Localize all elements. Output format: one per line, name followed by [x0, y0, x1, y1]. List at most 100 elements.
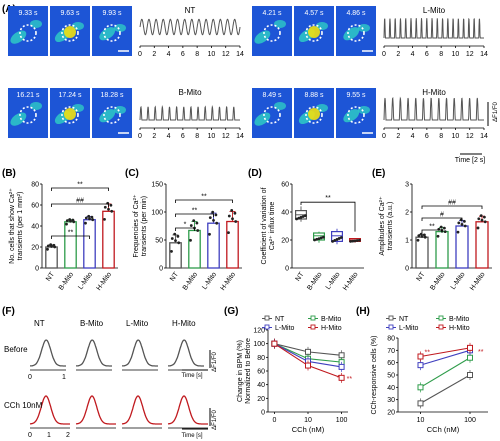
calcium-trace-h-mito — [383, 96, 484, 121]
chart-g-annotation: ** — [347, 376, 353, 383]
roi-circle — [263, 24, 281, 42]
roi-circle — [61, 24, 79, 42]
data-point — [208, 232, 211, 236]
trace-tick-label: 14 — [480, 133, 488, 140]
chart-g-y-tick-label: 120 — [253, 328, 265, 335]
roi-circle — [347, 106, 365, 124]
data-point — [349, 240, 352, 243]
chart-b-significance-mark: ** — [77, 182, 83, 189]
data-point — [214, 213, 218, 217]
trace-tick-label: 0 — [382, 133, 386, 140]
chart-h-x-tick-label: 10 — [417, 417, 425, 424]
chart-c-y-tick-label: 100 — [151, 210, 163, 217]
series-marker-h-mito — [271, 340, 278, 347]
series-line-l-mito — [420, 349, 471, 366]
series-marker-h-mito — [305, 362, 311, 369]
chart-e: 0 1 2 3 Amplitudes of Ca²⁺ transients (a.u.) N… — [379, 182, 492, 292]
roi-circle — [103, 106, 121, 124]
data-point — [456, 230, 460, 234]
chart-b-y-tick-label: 80 — [31, 182, 39, 189]
chart-g-y-tick-label: 100 — [253, 341, 265, 348]
chart-c-category-label: B-Mito — [182, 271, 199, 292]
calcium-image-h-mito — [252, 88, 292, 138]
roi-circle — [305, 24, 323, 42]
chart-d-y-tick-label: 0 — [285, 266, 289, 273]
calcium-image-nt — [8, 6, 48, 56]
calcium-trace-l-mito — [383, 17, 484, 39]
before-trace-b-mito — [76, 339, 112, 367]
data-point — [46, 244, 50, 248]
trace-tick-label: 12 — [466, 133, 474, 140]
data-point — [65, 222, 68, 226]
cell-blob — [114, 24, 126, 32]
chart-c-category-label: NT — [169, 271, 181, 283]
calcium-trace-nt — [139, 18, 241, 36]
cell-blob — [343, 109, 360, 123]
data-point — [212, 219, 215, 222]
chart-h-x-tick-label: 100 — [464, 417, 476, 424]
series-line-h-mito — [420, 347, 471, 358]
data-point — [170, 237, 174, 240]
timestamp-label: 9.33 s — [18, 10, 38, 17]
data-point — [173, 232, 177, 236]
timestamp-label: 4.21 s — [262, 10, 282, 17]
data-point — [460, 223, 464, 226]
chart-d-significance-mark: ** — [325, 195, 331, 202]
chart-h-y-tick-label: 40 — [387, 385, 395, 392]
data-point — [196, 229, 200, 232]
data-point — [355, 239, 359, 242]
data-point — [301, 215, 305, 218]
chart-d-y-tick-label: 60 — [281, 182, 289, 189]
legend-swatch-marker — [388, 315, 394, 321]
legend-swatch-marker — [438, 315, 444, 321]
trace-tick-label: 4 — [411, 133, 415, 140]
timestamp-label: 9.93 s — [102, 10, 122, 17]
cell-blob — [30, 20, 42, 28]
panel-label-e: (E) — [372, 168, 385, 179]
trace-tick-label: 12 — [466, 51, 474, 58]
chart-d-y-label: Ca²⁺ influx time — [269, 202, 276, 251]
timestamp-label: 17.24 s — [59, 92, 82, 99]
chart-c-y-label: transients (per min) — [141, 196, 148, 256]
legend-swatch-marker — [438, 324, 444, 330]
data-point — [439, 225, 443, 229]
roi-circle — [19, 106, 37, 124]
data-point — [227, 214, 231, 218]
chart-d-y-tick-label: 40 — [281, 210, 289, 217]
series-marker-nt — [305, 348, 311, 355]
panel-f-group-nt: NT — [34, 319, 45, 328]
data-point — [340, 236, 343, 239]
series-marker-h-mito — [417, 353, 424, 360]
data-point — [215, 221, 219, 225]
bar-nt — [415, 236, 429, 269]
data-point — [295, 217, 298, 221]
data-point — [46, 247, 49, 251]
chart-e-y-tick-label: 2 — [405, 210, 409, 217]
data-point — [230, 209, 234, 212]
panel-label-c: (C) — [125, 168, 139, 179]
active-cell-spot — [308, 108, 320, 120]
legend-label-b-mito: B-Mito — [321, 316, 341, 323]
data-point — [65, 219, 69, 223]
legend-label-h-mito: H-Mito — [449, 325, 470, 332]
data-point — [69, 219, 72, 223]
chart-e-y-tick-label: 3 — [405, 182, 409, 189]
after-trace-h-mito — [167, 395, 208, 425]
cell-blob — [114, 106, 126, 114]
cell-blob — [358, 106, 370, 114]
series-marker-b-mito — [417, 384, 424, 391]
chart-b: 0 20 40 60 80 No. cells that show Ca²⁺ transie… — [9, 182, 118, 292]
panel-a-scale-x: Time [2 s] — [455, 157, 486, 164]
legend-label-nt: NT — [399, 316, 409, 323]
active-cell-spot — [64, 108, 76, 120]
data-point — [87, 214, 91, 218]
panel-label-g: (G) — [224, 306, 238, 317]
timestamp-label: 18.28 s — [101, 92, 124, 99]
panel-f-group-h-mito: H-Mito — [172, 319, 196, 328]
cell-blob — [30, 102, 42, 110]
data-point — [419, 232, 423, 236]
chart-g-y-label: Normalized to Before — [245, 338, 252, 404]
data-point — [53, 245, 57, 249]
chart-b-significance-bracket — [51, 187, 109, 191]
